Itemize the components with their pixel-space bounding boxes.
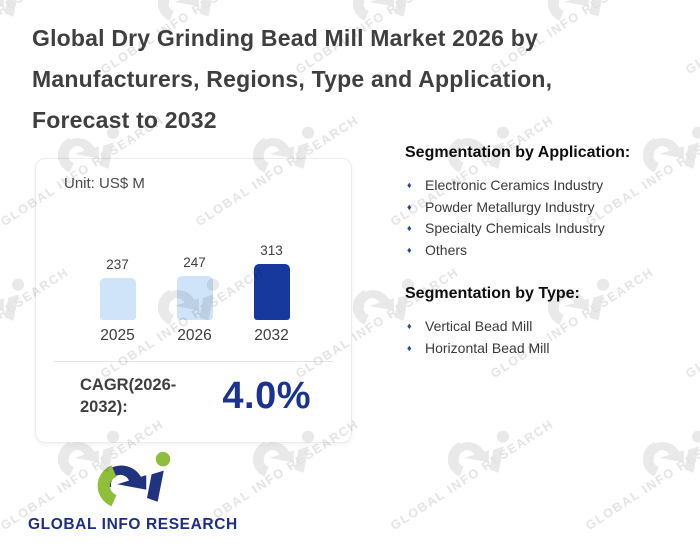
segmentation-type-list: Vertical Bead Mill Horizontal Bead Mill: [405, 316, 690, 359]
list-item: Specialty Chemicals Industry: [405, 218, 690, 240]
bar: [176, 276, 213, 320]
segmentation-application-list: Electronic Ceramics Industry Powder Metal…: [405, 175, 690, 261]
watermark-tile: GLOBAL INFO RESEARCH: [193, 417, 455, 558]
list-item-label: Horizontal Bead Mill: [425, 339, 550, 356]
watermark-tile: GLOBAL INFO RESEARCH: [388, 417, 650, 558]
cagr-value: 4.0%: [222, 374, 311, 417]
list-item: Vertical Bead Mill: [405, 316, 690, 338]
watermark-text: GLOBAL INFO RESEARCH: [583, 416, 700, 533]
list-item-label: Specialty Chemicals Industry: [425, 220, 605, 236]
bar-group: 247: [176, 255, 213, 320]
list-item-label: Vertical Bead Mill: [425, 318, 533, 334]
gi-logo-icon: [97, 451, 171, 507]
unit-label: Unit: US$ M: [64, 175, 145, 192]
list-item-label: Electronic Ceramics Industry: [425, 177, 604, 193]
market-size-card: Unit: US$ M 237 247 313 2025 2026 2032 CAG…: [35, 158, 352, 443]
bar-value-label: 313: [260, 243, 283, 258]
bar: [253, 264, 290, 320]
list-item: Horizontal Bead Mill: [405, 338, 690, 360]
bar-chart-years: 2025 2026 2032: [60, 327, 329, 345]
bar-value-label: 237: [106, 257, 129, 272]
bar-year-label: 2032: [254, 327, 289, 344]
global-info-research-logo: GLOBAL INFO RESEARCH: [28, 450, 240, 534]
bar-year-label: 2025: [100, 327, 135, 344]
bar-year-label: 2026: [177, 327, 212, 344]
gi-watermark-icon: [0, 0, 17, 17]
bar-value-label: 247: [183, 255, 206, 270]
bar-chart: 237 247 313: [60, 243, 329, 320]
gi-watermark-icon: [447, 430, 510, 477]
list-item: Electronic Ceramics Industry: [405, 175, 690, 197]
list-item-label: Others: [425, 241, 468, 258]
cagr-label: CAGR(2026-2032):: [80, 376, 177, 416]
watermark-tile: GLOBAL INFO RESEARCH: [583, 417, 700, 558]
gi-watermark-icon: [642, 430, 700, 477]
bar-group: 313: [253, 243, 290, 320]
list-item: Others: [405, 240, 690, 262]
gi-watermark-icon: [0, 278, 25, 321]
card-divider: [54, 361, 333, 362]
watermark-tile: GLOBAL INFO RESEARCH: [683, 0, 700, 102]
bar: [99, 278, 136, 320]
segmentation-application-heading: Segmentation by Application:: [405, 144, 631, 161]
watermark-tile: GLOBAL INFO RESEARCH: [683, 265, 700, 406]
watermark-text: GLOBAL INFO RESEARCH: [683, 0, 700, 77]
list-item-label: Powder Metallurgy Industry: [425, 198, 595, 215]
list-item: Powder Metallurgy Industry: [405, 197, 690, 219]
bar-group: 237: [99, 257, 136, 320]
logo-wordmark: GLOBAL INFO RESEARCH: [28, 516, 238, 533]
cagr-row: CAGR(2026-2032): 4.0%: [60, 362, 329, 418]
segmentation-column: Segmentation by Application: Electronic …: [405, 144, 690, 359]
watermark-text: GLOBAL INFO RESEARCH: [388, 416, 557, 533]
segmentation-type-heading: Segmentation by Type:: [405, 285, 580, 302]
page-title: Global Dry Grinding Bead Mill Market 202…: [32, 25, 553, 133]
